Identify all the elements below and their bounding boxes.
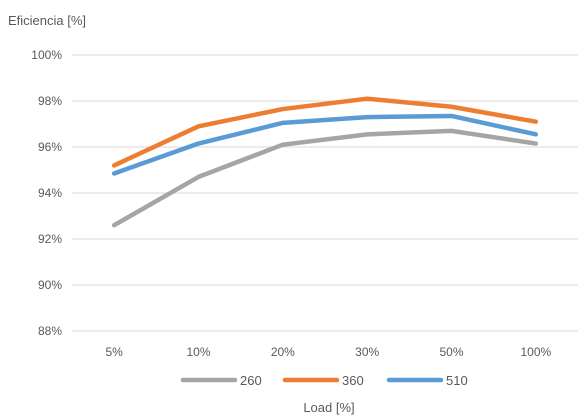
y-tick-label: 94%	[38, 186, 62, 200]
x-tick-label: 100%	[520, 345, 551, 359]
legend-label: 510	[446, 373, 468, 388]
legend-label: 260	[240, 373, 262, 388]
y-tick-labels: 88% 90% 92% 94% 96% 98% 100%	[31, 48, 62, 338]
x-tick-label: 10%	[186, 345, 210, 359]
x-tick-label: 30%	[355, 345, 379, 359]
x-tick-label: 50%	[439, 345, 463, 359]
x-axis-title: Load [%]	[303, 400, 354, 415]
series-line-510	[111, 113, 539, 176]
series-line-260	[111, 128, 539, 228]
y-tick-label: 100%	[31, 48, 62, 62]
series-line-360	[111, 96, 539, 168]
y-tick-label: 98%	[38, 94, 62, 108]
legend-entry-360: 360	[282, 373, 364, 388]
legend-label: 360	[342, 373, 364, 388]
legend-entry-510: 510	[386, 373, 468, 388]
y-axis-title: Eficiencia [%]	[8, 13, 86, 28]
legend: 260 360 510	[180, 373, 468, 388]
x-tick-label: 5%	[105, 345, 123, 359]
y-tick-label: 90%	[38, 278, 62, 292]
y-tick-label: 88%	[38, 324, 62, 338]
legend-entry-260: 260	[180, 373, 262, 388]
y-tick-label: 92%	[38, 232, 62, 246]
series-lines	[111, 96, 539, 228]
x-tick-labels: 5% 10% 20% 30% 50% 100%	[105, 345, 551, 359]
gridlines	[72, 54, 578, 332]
y-tick-label: 96%	[38, 140, 62, 154]
x-tick-label: 20%	[271, 345, 295, 359]
